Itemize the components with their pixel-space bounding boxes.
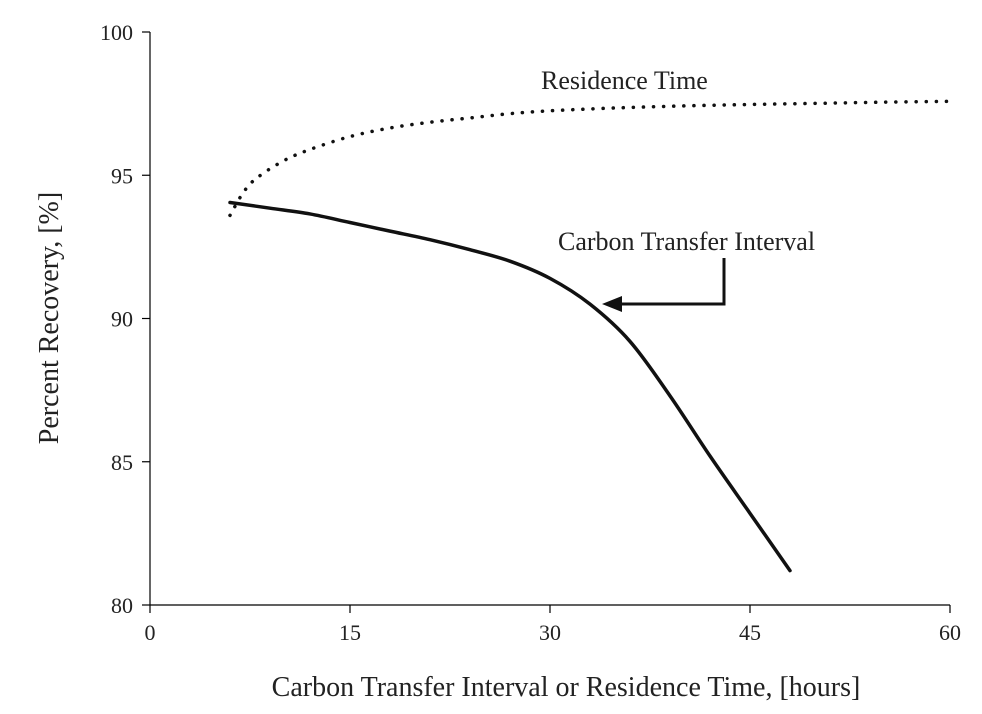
y-tick-label: 80 — [111, 593, 133, 618]
x-tick-label: 0 — [145, 620, 156, 645]
axes — [149, 32, 950, 606]
series-line-carbon-transfer-interval — [228, 200, 792, 573]
x-tick-label: 30 — [539, 620, 561, 645]
x-axis-title: Carbon Transfer Interval or Residence Ti… — [272, 672, 861, 703]
series-line-residence-time — [228, 99, 952, 218]
series-layer — [228, 99, 952, 573]
y-tick-label: 90 — [111, 307, 133, 332]
x-ticks: 0 15 30 45 60 — [145, 605, 961, 645]
annotation-arrow-shaft — [616, 258, 726, 306]
annotation-arrowhead-icon — [602, 296, 622, 312]
annotation-residence-time: Residence Time — [541, 66, 708, 95]
x-tick-label: 15 — [339, 620, 361, 645]
y-tick-label: 95 — [111, 163, 133, 188]
annotation-carbon-transfer-interval: Carbon Transfer Interval — [558, 227, 815, 256]
y-tick-label: 85 — [111, 450, 133, 475]
y-ticks: 80 85 90 95 100 — [100, 20, 150, 618]
y-axis-title: Percent Recovery, [%] — [34, 192, 65, 444]
x-tick-label: 45 — [739, 620, 761, 645]
y-tick-label: 100 — [100, 20, 133, 45]
annotation-layer: Residence Time Carbon Transfer Interval — [541, 66, 815, 312]
x-tick-label: 60 — [939, 620, 961, 645]
